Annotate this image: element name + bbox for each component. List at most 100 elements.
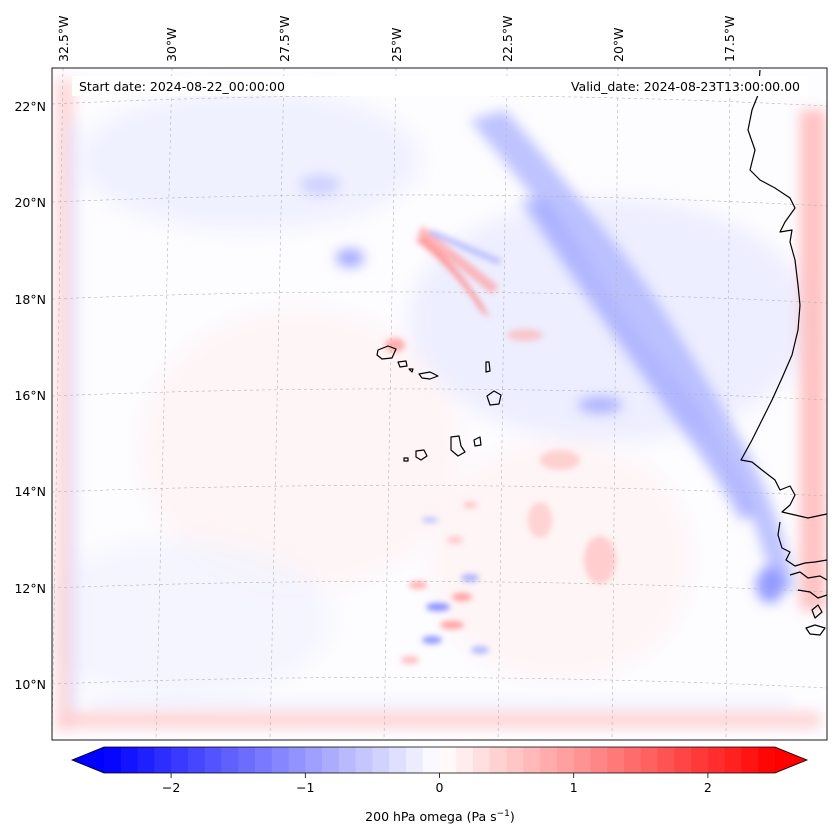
start-date-label: Start date: 2024-08-22_00:00:00 (79, 79, 285, 94)
date-header-background (72, 76, 808, 96)
colorbar-step (154, 747, 172, 773)
lat-line-20 (52, 194, 827, 207)
island-santa-luzia (408, 368, 414, 373)
lat-line-14 (52, 485, 827, 497)
colorbar-units-sep: ( (463, 809, 472, 824)
colorbar-step (288, 747, 306, 773)
lat-line-18 (52, 291, 827, 304)
island-sao-nicolau (418, 371, 439, 380)
island-sao-vicente (397, 360, 408, 368)
longitude-labels: 32.5°W 30°W 27.5°W 25°W 22.5°W 20°W 17.5… (56, 16, 737, 62)
colorbar-step (506, 747, 524, 773)
colorbar-over-arrow (775, 747, 807, 773)
colorbar-step (254, 747, 273, 773)
wave-train (401, 502, 489, 664)
colorbar-tick-label: 1 (570, 780, 578, 795)
lon-label: 32.5°W (56, 16, 71, 62)
colorbar-ticks: −2 −1 0 1 2 (162, 773, 712, 795)
colorbar-variable: 200 hPa omega (365, 809, 462, 824)
colorbar-step (104, 747, 122, 773)
lat-line-12 (52, 581, 827, 593)
lat-label: 22°N (14, 99, 46, 114)
colorbar-step (489, 747, 508, 773)
lon-label: 17.5°W (722, 16, 737, 62)
colorbar-step (221, 747, 239, 773)
colorbar-step (473, 747, 491, 773)
colorbar-step (187, 747, 206, 773)
colorbar-step (590, 747, 608, 773)
colorbar-label: 200 hPa omega (Pa s−1) (365, 809, 515, 824)
map-panel (51, 67, 828, 741)
colorbar-step (707, 747, 726, 773)
colorbar-step (305, 747, 323, 773)
valid-date-label: Valid_date: 2024-08-23T13:00:00.00 (571, 79, 800, 94)
colorbar-outline (70, 746, 809, 774)
lat-label: 14°N (14, 484, 46, 499)
negative-band (300, 110, 795, 603)
island-maio (473, 436, 482, 447)
colorbar-step (624, 747, 642, 773)
colorbar-step (372, 747, 390, 773)
lon-line-20 (611, 68, 619, 740)
coastlines (376, 69, 828, 636)
colorbar-step (271, 747, 290, 773)
lon-line-17-5 (725, 68, 731, 740)
colorbar-step (405, 747, 424, 773)
island-santo-antao (376, 345, 397, 360)
map-frame (51, 67, 828, 741)
lon-line-22-5 (497, 68, 508, 740)
lat-label: 18°N (14, 292, 46, 307)
colorbar-step (456, 747, 474, 773)
colorbar-under-arrow (72, 747, 104, 773)
lon-line-30 (155, 68, 173, 740)
colorbar-step (439, 747, 457, 773)
colorbar-step (573, 747, 592, 773)
positive-streaks (385, 226, 616, 584)
colorbar-units-exp: −1 (497, 809, 510, 819)
lat-line-22 (52, 95, 827, 107)
island-brava (403, 457, 409, 462)
colorbar-step (674, 747, 692, 773)
africa-coastline (740, 69, 828, 519)
colorbar-step (741, 747, 759, 773)
lat-label: 10°N (14, 677, 46, 692)
guinea-bissau-islands (789, 571, 828, 636)
colorbar-tick-label: 2 (704, 780, 712, 795)
colorbar-tick-label: 0 (436, 780, 444, 795)
colorbar-step (422, 747, 441, 773)
colorbar-tick-label: −1 (296, 780, 314, 795)
boundary-artefacts (56, 80, 826, 730)
lat-line-10 (52, 677, 827, 689)
lon-label: 20°W (611, 27, 626, 62)
colorbar-step (171, 747, 189, 773)
lat-label: 12°N (14, 581, 46, 596)
colorbar-step (238, 747, 256, 773)
island-boa-vista (486, 390, 502, 406)
date-header: Start date: 2024-08-22_00:00:00 Valid_da… (72, 76, 808, 96)
colorbar-step (540, 747, 558, 773)
lat-label: 16°N (14, 388, 46, 403)
colorbar-step (724, 747, 743, 773)
colorbar-step (322, 747, 340, 773)
colorbar-step (137, 747, 155, 773)
lon-label: 22.5°W (500, 16, 515, 62)
colorbar-units-close: ) (510, 809, 515, 824)
colorbar-step (204, 747, 223, 773)
lon-label: 27.5°W (277, 16, 292, 62)
colorbar-tick-label: −2 (162, 780, 180, 795)
colorbar-step (607, 747, 625, 773)
colorbar-units: Pa s (472, 809, 497, 824)
lon-line-25 (383, 68, 397, 740)
island-sal (485, 361, 491, 373)
lon-line-27-5 (269, 68, 285, 740)
lon-label: 25°W (389, 27, 404, 62)
island-santiago (450, 435, 466, 457)
lat-label: 20°N (14, 195, 46, 210)
colorbar-step (338, 747, 357, 773)
colorbar-step (640, 747, 659, 773)
latitude-labels: 22°N 20°N 18°N 16°N 14°N 12°N 10°N (14, 99, 46, 692)
island-fogo (415, 449, 428, 461)
graticule (52, 68, 827, 740)
colorbar-step (355, 747, 374, 773)
